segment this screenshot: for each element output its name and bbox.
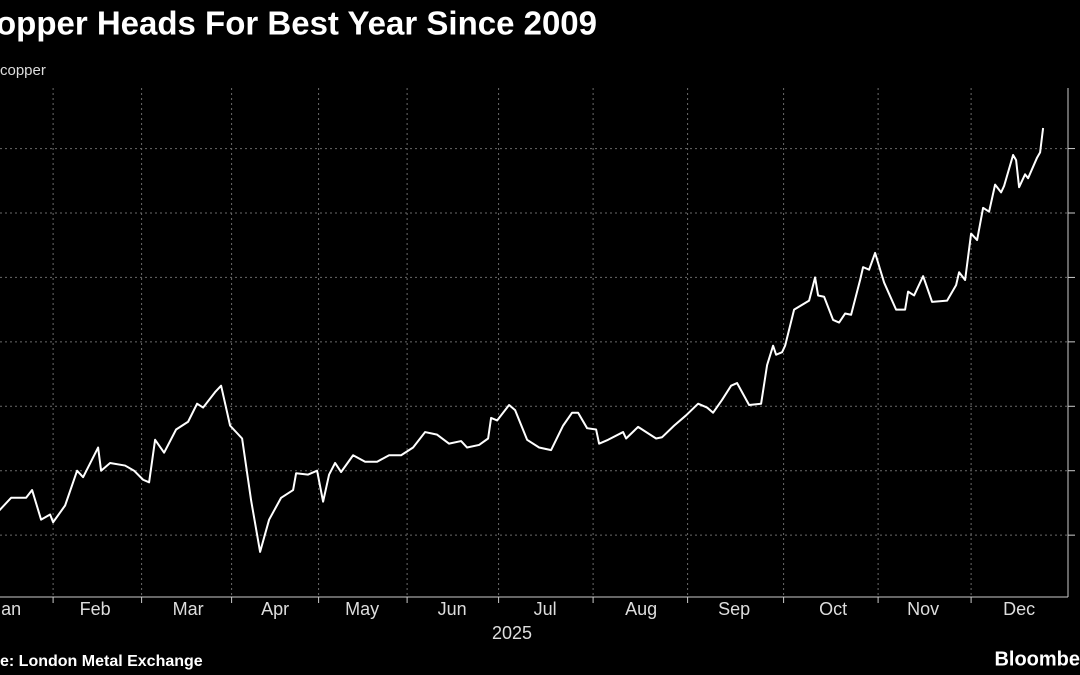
x-tick-label: Oct [819,599,847,619]
x-axis-label: 2025 [492,623,532,643]
x-tick-label: May [345,599,379,619]
x-tick-label: Nov [907,599,939,619]
x-tick-label: Feb [80,599,111,619]
price-line [0,127,1045,553]
x-tick-label: Jun [438,599,467,619]
x-tick-label: Aug [625,599,657,619]
chart-subtitle: copper [0,62,46,79]
x-tick-label: Dec [1003,599,1035,619]
chart-title: opper Heads For Best Year Since 2009 [0,5,597,42]
x-tick-label: an [1,599,21,619]
brand: Bloombe [994,648,1080,670]
x-tick-label: Jul [534,599,557,619]
x-tick-label: Sep [718,599,750,619]
x-tick-label: Apr [261,599,289,619]
x-tick-label: Mar [173,599,204,619]
source: e: London Metal Exchange [0,653,203,670]
